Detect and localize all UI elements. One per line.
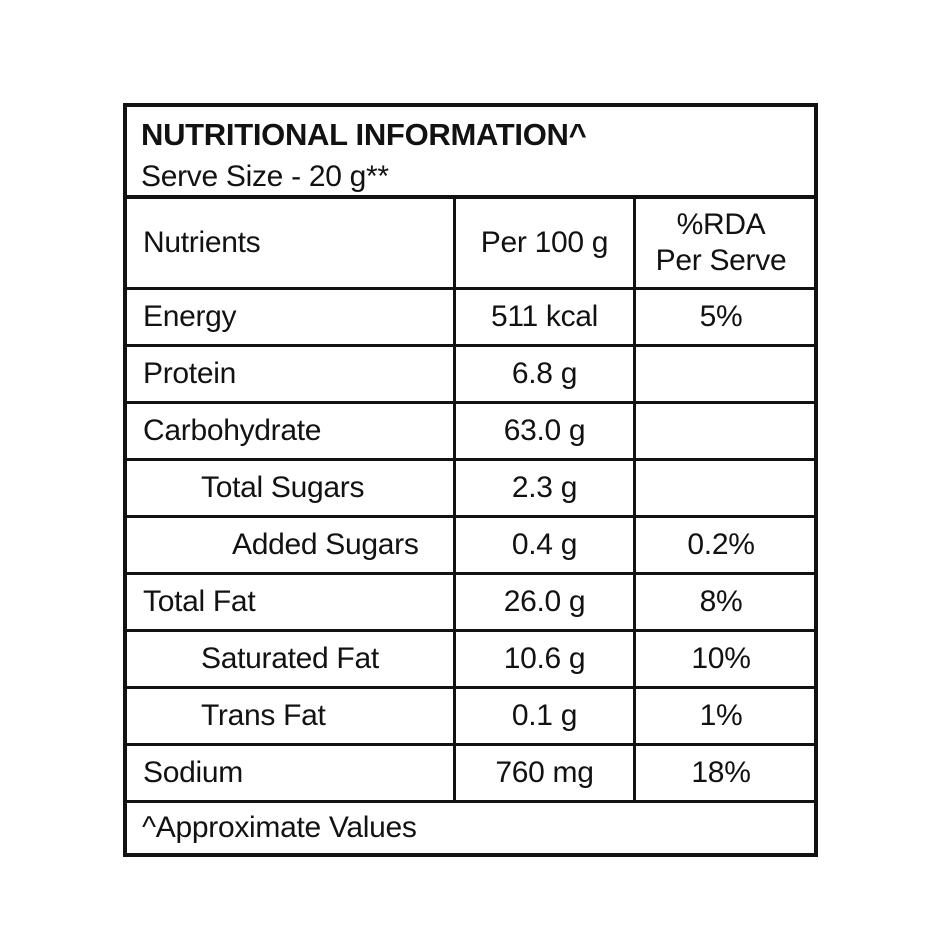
table-row: Sodium 760 mg 18% xyxy=(127,743,814,800)
nutrient-name: Total Sugars xyxy=(201,471,365,504)
table-row: Saturated Fat 10.6 g 10% xyxy=(127,629,814,686)
table-row: Energy 511 kcal 5% xyxy=(127,287,814,344)
rda-per-serve-value xyxy=(633,404,806,458)
rda-per-serve-value: 5% xyxy=(633,290,806,344)
rda-per-serve-value: 18% xyxy=(633,746,806,800)
per-100g-value: 2.3 g xyxy=(453,461,633,515)
table-row: Carbohydrate 63.0 g xyxy=(127,401,814,458)
nutrient-name: Trans Fat xyxy=(201,699,326,732)
rda-per-serve-value: 0.2% xyxy=(633,518,806,572)
column-header-rda: %RDA Per Serve xyxy=(633,199,806,287)
column-header-rda-line2: Per Serve xyxy=(655,244,787,277)
per-100g-value: 0.4 g xyxy=(453,518,633,572)
nutrition-table: NUTRITIONAL INFORMATION^ Serve Size - 20… xyxy=(123,103,818,857)
per-100g-value: 63.0 g xyxy=(453,404,633,458)
table-row: Total Sugars 2.3 g xyxy=(127,458,814,515)
nutrient-name: Total Fat xyxy=(143,585,256,618)
per-100g-value: 760 mg xyxy=(453,746,633,800)
rda-per-serve-value: 1% xyxy=(633,689,806,743)
nutrient-name: Saturated Fat xyxy=(201,642,379,675)
rda-per-serve-value xyxy=(633,461,806,515)
column-header-rda-line1: %RDA xyxy=(676,208,766,241)
rda-per-serve-value: 10% xyxy=(633,632,806,686)
table-row: Trans Fat 0.1 g 1% xyxy=(127,686,814,743)
column-header-row: Nutrients Per 100 g %RDA Per Serve xyxy=(127,199,814,287)
table-row: Total Fat 26.0 g 8% xyxy=(127,572,814,629)
per-100g-value: 6.8 g xyxy=(453,347,633,401)
per-100g-value: 0.1 g xyxy=(453,689,633,743)
nutrient-name: Carbohydrate xyxy=(143,414,322,447)
table-title: NUTRITIONAL INFORMATION^ xyxy=(141,117,587,152)
per-100g-value: 511 kcal xyxy=(453,290,633,344)
table-body: Energy 511 kcal 5% Protein 6.8 g Carbohy… xyxy=(127,287,814,800)
column-header-nutrients: Nutrients xyxy=(143,226,261,259)
rda-per-serve-value xyxy=(633,347,806,401)
nutrient-name: Energy xyxy=(143,300,237,333)
nutrient-name: Added Sugars xyxy=(232,528,419,561)
table-row: Added Sugars 0.4 g 0.2% xyxy=(127,515,814,572)
serve-size-text: Serve Size - 20 g** xyxy=(141,160,389,193)
column-header-per-100g: Per 100 g xyxy=(453,199,633,287)
per-100g-value: 26.0 g xyxy=(453,575,633,629)
nutrient-name: Sodium xyxy=(143,756,243,789)
nutrient-name: Protein xyxy=(143,357,236,390)
per-100g-value: 10.6 g xyxy=(453,632,633,686)
footnote-section: ^Approximate Values xyxy=(127,800,814,853)
rda-per-serve-value: 8% xyxy=(633,575,806,629)
title-section: NUTRITIONAL INFORMATION^ Serve Size - 20… xyxy=(127,107,814,199)
table-row: Protein 6.8 g xyxy=(127,344,814,401)
footnote-text: ^Approximate Values xyxy=(142,811,417,844)
